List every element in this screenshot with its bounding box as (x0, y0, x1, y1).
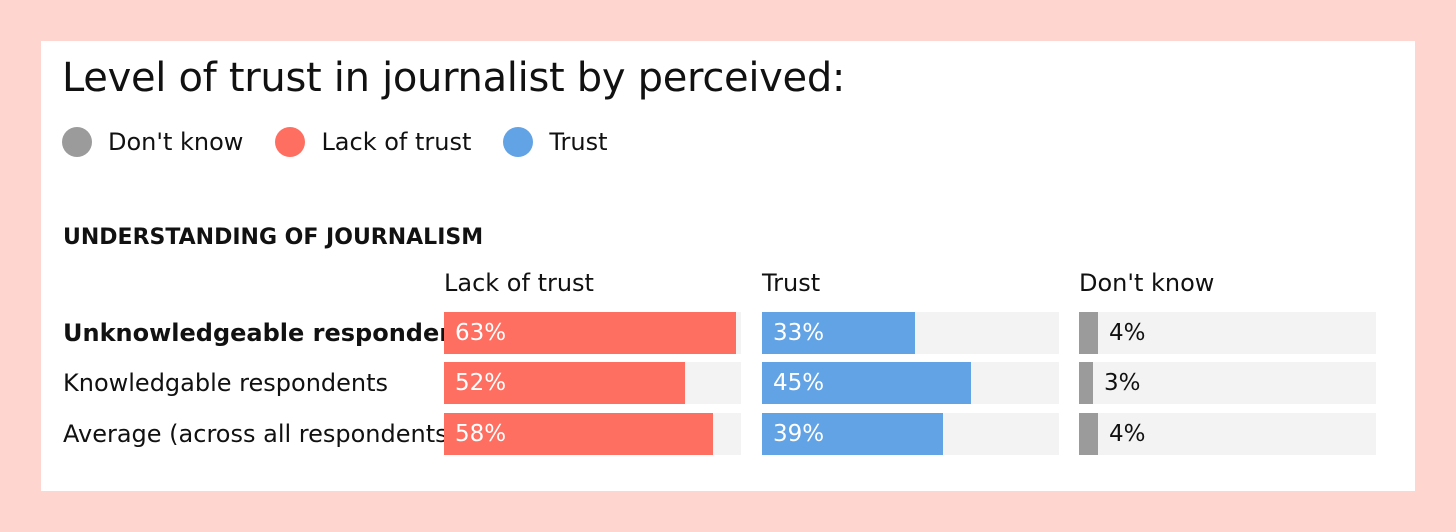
data-label-don-t-know-1: 4% (1109, 320, 1146, 346)
data-label-trust-1: 33% (773, 320, 825, 346)
chart-card: Level of trust in journalist by perceive… (41, 41, 1415, 491)
bar-track-don-t-know-3: 4% (1079, 413, 1376, 455)
bar-track-trust-3: 39% (762, 413, 1059, 455)
legend-item-lack-of-trust: Lack of trust (275, 127, 471, 157)
column-header-trust: Trust (762, 269, 821, 297)
data-label-lack-of-trust-2: 52% (455, 370, 507, 396)
legend-item-dont-know: Don't know (62, 127, 243, 157)
bar-don-t-know-3 (1079, 413, 1098, 455)
legend-label-dont-know: Don't know (108, 128, 244, 156)
legend-label-trust: Trust (549, 128, 608, 156)
bar-track-lack-of-trust-2: 52% (444, 362, 741, 404)
bar-lack-of-trust-1 (444, 312, 736, 354)
bar-trust-2 (762, 362, 971, 404)
data-label-don-t-know-2: 3% (1104, 370, 1141, 396)
bar-track-trust-2: 45% (762, 362, 1059, 404)
legend: Don't know Lack of trust Trust (62, 127, 640, 157)
bar-don-t-know-1 (1079, 312, 1098, 354)
bar-trust-1 (762, 312, 915, 354)
row-label-unknowledgeable-respondents: Unknowledgeable respondents (63, 319, 483, 347)
legend-item-trust: Trust (503, 127, 608, 157)
row-label-knowledgable-respondents: Knowledgable respondents (63, 369, 389, 397)
chart-title: Level of trust in journalist by perceive… (62, 55, 846, 101)
data-label-don-t-know-3: 4% (1109, 421, 1146, 447)
legend-dot-trust (503, 127, 534, 157)
bar-trust-3 (762, 413, 943, 455)
legend-dot-dont-know (62, 127, 92, 157)
data-label-lack-of-trust-3: 58% (455, 421, 507, 447)
column-header-lack-of-trust: Lack of trust (444, 269, 594, 297)
bar-lack-of-trust-3 (444, 413, 713, 455)
bar-track-lack-of-trust-1: 63% (444, 312, 741, 354)
bar-lack-of-trust-2 (444, 362, 685, 404)
bar-track-lack-of-trust-3: 58% (444, 413, 741, 455)
bar-track-don-t-know-2: 3% (1079, 362, 1376, 404)
data-label-lack-of-trust-1: 63% (455, 320, 507, 346)
bar-don-t-know-2 (1079, 362, 1093, 404)
bar-track-trust-1: 33% (762, 312, 1059, 354)
section-title: UNDERSTANDING OF JOURNALISM (63, 225, 484, 250)
data-label-trust-2: 45% (773, 370, 825, 396)
column-header-don-t-know: Don't know (1079, 269, 1215, 297)
bar-track-don-t-know-1: 4% (1079, 312, 1376, 354)
legend-label-lack-of-trust: Lack of trust (321, 128, 472, 156)
data-label-trust-3: 39% (773, 421, 825, 447)
row-label-average-across-all-respondents: Average (across all respondents) (63, 420, 458, 448)
legend-dot-lack-of-trust (275, 127, 306, 157)
